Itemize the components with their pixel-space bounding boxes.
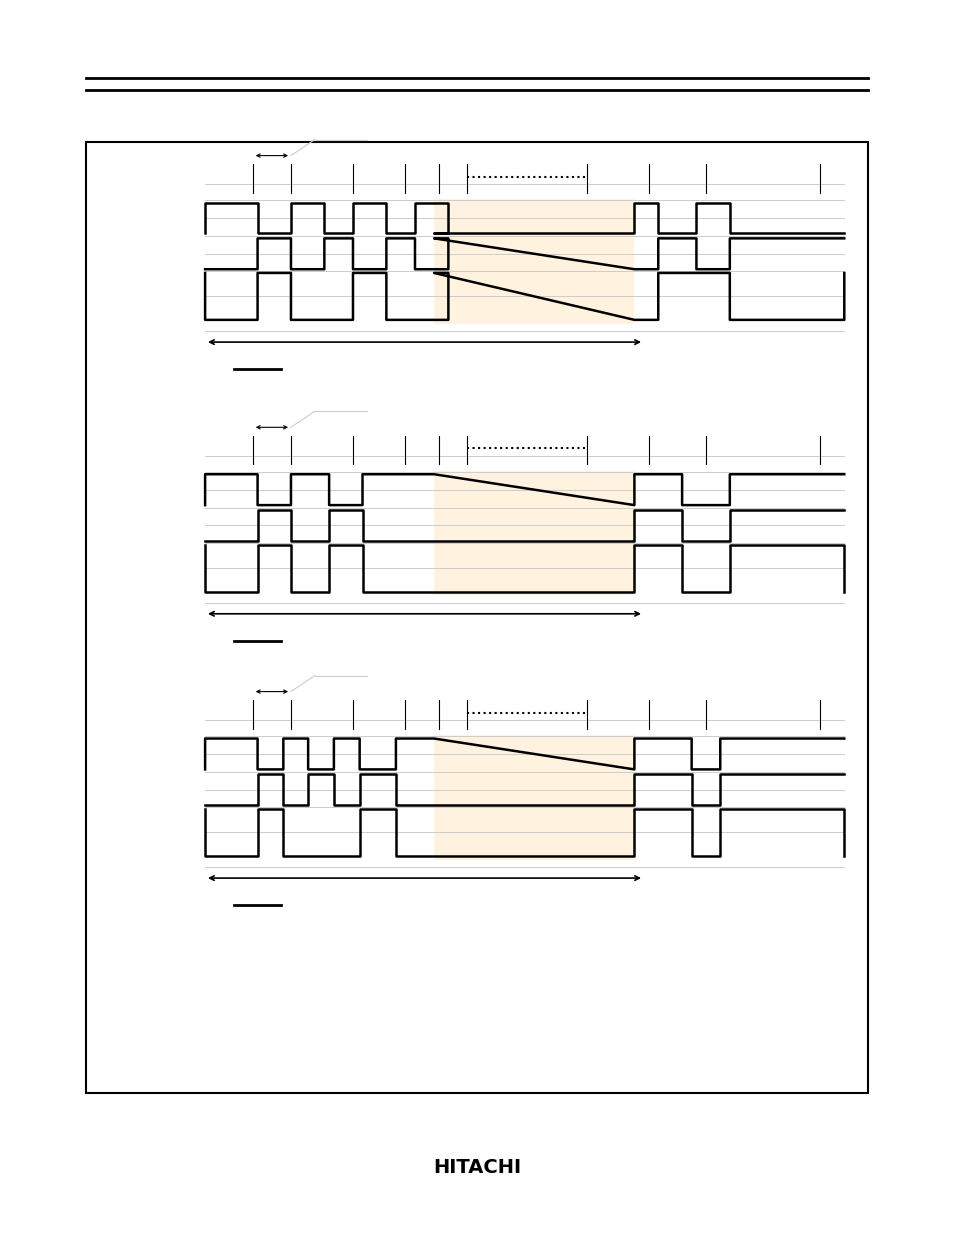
Bar xyxy=(434,471,634,595)
Text: HITACHI: HITACHI xyxy=(433,1157,520,1177)
Bar xyxy=(434,735,634,860)
Bar xyxy=(86,142,867,1093)
Bar xyxy=(434,199,634,324)
